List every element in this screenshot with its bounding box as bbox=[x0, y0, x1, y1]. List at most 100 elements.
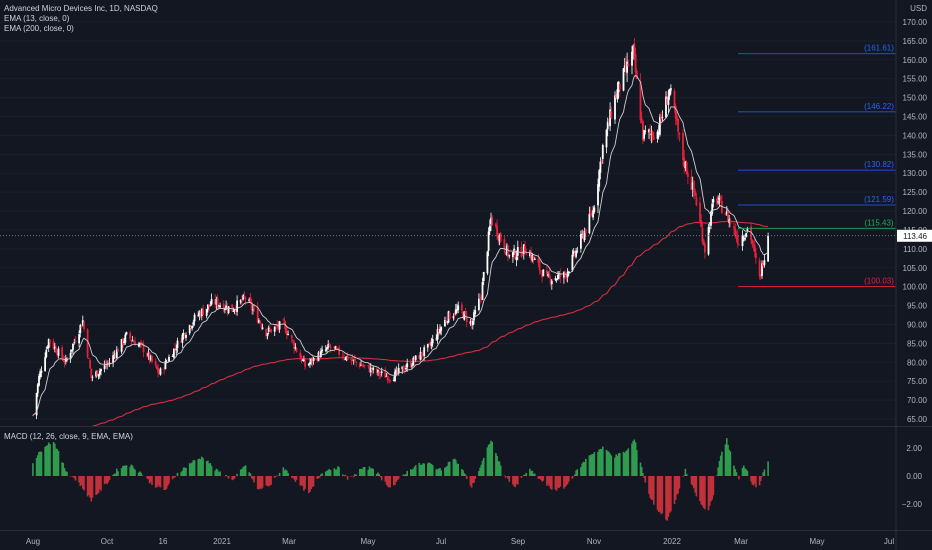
fib-label: (100.03) bbox=[864, 277, 894, 286]
candle-body bbox=[609, 109, 611, 127]
legend-ema-fast[interactable]: EMA (13, close, 0) bbox=[4, 14, 70, 23]
macd-bar bbox=[462, 470, 464, 476]
candle-body bbox=[614, 95, 616, 120]
price-tick-label: 145.00 bbox=[903, 113, 928, 122]
candle-body bbox=[219, 305, 221, 308]
macd-bar bbox=[335, 469, 338, 476]
time-tick-label: Mar bbox=[734, 537, 748, 546]
ema-slow-line bbox=[92, 220, 769, 427]
price-axis[interactable]: 65.00 70.00 75.00 80.00 85.00 90.00 95.00 100.0… bbox=[895, 0, 928, 550]
macd-bar bbox=[287, 473, 289, 476]
price-tick-label: 130.00 bbox=[903, 169, 928, 178]
candle-body bbox=[684, 161, 687, 169]
macd-bar bbox=[677, 476, 679, 494]
candle-body bbox=[479, 298, 481, 299]
candle-body bbox=[368, 366, 371, 373]
macd-bar bbox=[359, 469, 361, 476]
candle-body bbox=[599, 161, 602, 173]
macd-bar bbox=[531, 470, 534, 476]
macd-axis[interactable]: 2.00 0.00 −2.00 bbox=[902, 444, 923, 509]
macd-bar bbox=[125, 465, 128, 476]
candle-body bbox=[575, 250, 577, 257]
candle-body bbox=[70, 349, 73, 352]
macd-bar bbox=[676, 476, 678, 495]
macd-bar bbox=[486, 447, 489, 476]
macd-bar bbox=[563, 476, 565, 489]
candle-body bbox=[276, 324, 279, 327]
candle-body bbox=[301, 360, 304, 361]
macd-bar bbox=[751, 476, 754, 485]
candle-body bbox=[640, 118, 643, 123]
candle-body bbox=[707, 227, 710, 255]
macd-bar bbox=[571, 476, 574, 479]
macd-bar bbox=[355, 474, 357, 476]
legend-symbol[interactable]: Advanced Micro Devices Inc, 1D, NASDAQ bbox=[4, 4, 158, 13]
candle-body bbox=[100, 369, 102, 372]
macd-bar bbox=[226, 476, 229, 477]
candle-body bbox=[208, 304, 210, 307]
candle-body bbox=[633, 43, 636, 56]
candle-body bbox=[711, 203, 714, 214]
candle-body bbox=[273, 326, 276, 332]
candle-body bbox=[742, 238, 745, 239]
candle-body bbox=[694, 190, 697, 196]
macd-bar bbox=[640, 467, 643, 476]
candle-body bbox=[210, 299, 213, 305]
candle-body bbox=[471, 320, 474, 326]
time-tick-label: Jul bbox=[436, 537, 446, 546]
macd-bar bbox=[507, 476, 509, 479]
macd-bar bbox=[661, 476, 664, 514]
macd-bar bbox=[134, 469, 136, 476]
candle-body bbox=[563, 272, 565, 278]
candle-body bbox=[650, 133, 653, 136]
macd-bar bbox=[100, 476, 102, 491]
candle-body bbox=[287, 334, 289, 335]
candle-body bbox=[729, 220, 732, 225]
candle-body bbox=[503, 239, 506, 251]
candle-body bbox=[414, 355, 417, 360]
macd-bar bbox=[447, 462, 450, 476]
candle-body bbox=[480, 297, 483, 299]
price-tick-label: 135.00 bbox=[903, 150, 928, 159]
macd-bar bbox=[82, 476, 84, 489]
candle-body bbox=[487, 231, 490, 251]
macd-bar bbox=[656, 476, 659, 510]
macd-bar bbox=[760, 476, 762, 481]
macd-bar bbox=[636, 450, 638, 476]
macd-legend[interactable]: MACD (12, 26, close, 9, EMA, EMA) bbox=[4, 432, 133, 441]
candle-body bbox=[576, 250, 579, 252]
macd-bar bbox=[605, 449, 608, 476]
legend-ema-slow[interactable]: EMA (200, close, 0) bbox=[4, 24, 74, 33]
candle-body bbox=[741, 236, 744, 246]
time-axis[interactable]: Aug Oct 16 2021 Mar May Jul Sep Nov 2022 Mar May Jul bbox=[26, 537, 894, 546]
macd-bar bbox=[755, 476, 757, 488]
candle-body bbox=[171, 356, 174, 357]
candle-body bbox=[181, 334, 184, 343]
price-tick-label: 95.00 bbox=[907, 302, 928, 311]
fib-label: (146.22) bbox=[864, 102, 894, 111]
macd-bar bbox=[523, 475, 525, 476]
candle-body bbox=[345, 356, 348, 361]
macd-bar bbox=[758, 476, 761, 486]
macd-bar bbox=[159, 476, 162, 488]
macd-bar bbox=[557, 476, 559, 488]
candle-body bbox=[457, 305, 460, 310]
candle-body bbox=[497, 235, 500, 240]
candle-body bbox=[278, 321, 281, 330]
candle-body bbox=[676, 116, 678, 122]
candle-body bbox=[350, 359, 353, 361]
candle-body bbox=[214, 299, 217, 305]
macd-bar bbox=[469, 476, 472, 486]
candle-body bbox=[253, 308, 255, 310]
macd-bar bbox=[198, 458, 201, 476]
candle-body bbox=[378, 371, 381, 375]
macd-bar bbox=[156, 476, 158, 488]
macd-bar bbox=[457, 464, 459, 476]
candle-body bbox=[597, 184, 599, 206]
candle-body bbox=[648, 129, 650, 133]
macd-bar bbox=[512, 476, 514, 485]
macd-bar bbox=[137, 472, 140, 476]
macd-bar bbox=[96, 476, 99, 495]
macd-bar bbox=[542, 476, 545, 481]
